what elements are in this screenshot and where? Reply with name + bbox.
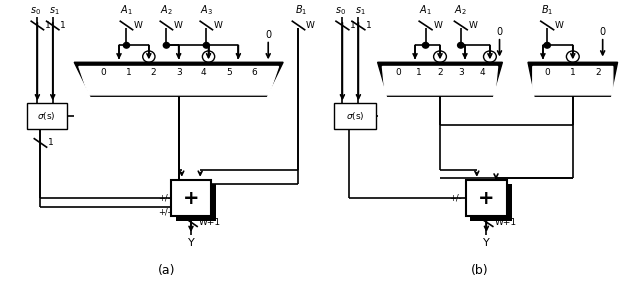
Text: $A_3$: $A_3$	[200, 3, 213, 17]
Polygon shape	[378, 62, 502, 96]
Text: 0: 0	[395, 68, 401, 77]
Text: $s_0$: $s_0$	[30, 5, 42, 17]
Text: W: W	[134, 21, 143, 30]
Text: +/-: +/-	[158, 194, 171, 203]
Text: W: W	[214, 21, 223, 30]
Bar	[470, 184, 512, 221]
Circle shape	[458, 42, 464, 48]
Text: $A_2$: $A_2$	[454, 3, 467, 17]
Text: 6: 6	[251, 68, 257, 77]
Text: 3: 3	[176, 68, 182, 77]
Text: 3: 3	[458, 68, 464, 77]
Text: W: W	[556, 21, 564, 30]
Text: +/-: +/-	[450, 194, 462, 203]
Text: 0: 0	[100, 68, 106, 77]
Text: $A_1$: $A_1$	[419, 3, 432, 17]
Polygon shape	[383, 67, 498, 95]
Text: W: W	[434, 21, 442, 30]
Text: +: +	[478, 188, 495, 208]
Text: W+1: W+1	[494, 218, 516, 227]
Text: 1: 1	[60, 21, 66, 30]
Text: $\sigma$(s): $\sigma$(s)	[37, 110, 56, 122]
Text: 1: 1	[570, 68, 575, 77]
Text: 1: 1	[351, 21, 356, 30]
Text: W: W	[174, 21, 183, 30]
Text: $B_1$: $B_1$	[296, 3, 308, 17]
Text: (b): (b)	[471, 264, 489, 277]
Circle shape	[163, 42, 170, 48]
Text: W+1: W+1	[198, 218, 221, 227]
Text: +: +	[183, 188, 199, 208]
Text: $s_0$: $s_0$	[335, 5, 346, 17]
Text: 1: 1	[416, 68, 422, 77]
Circle shape	[422, 42, 429, 48]
Circle shape	[204, 42, 209, 48]
Text: 0: 0	[265, 30, 271, 40]
Text: $s_1$: $s_1$	[49, 5, 60, 17]
Text: 1: 1	[48, 138, 54, 147]
Text: $A_2$: $A_2$	[160, 3, 173, 17]
Bar	[175, 184, 216, 221]
Bar	[334, 103, 376, 129]
Text: 2: 2	[437, 68, 443, 77]
Text: $\sigma$(s): $\sigma$(s)	[346, 110, 365, 122]
Text: 4: 4	[479, 68, 484, 77]
Polygon shape	[79, 67, 278, 95]
Text: 1: 1	[366, 21, 372, 30]
Text: 1: 1	[45, 21, 51, 30]
Text: +/-: +/-	[158, 208, 171, 217]
Text: $s_1$: $s_1$	[355, 5, 365, 17]
Text: 0: 0	[497, 27, 502, 37]
Text: 0: 0	[545, 68, 550, 77]
Polygon shape	[74, 62, 283, 96]
Polygon shape	[528, 62, 618, 96]
Text: (a): (a)	[157, 264, 175, 277]
Circle shape	[124, 42, 129, 48]
Polygon shape	[532, 67, 613, 95]
Text: 1: 1	[125, 68, 131, 77]
Text: W: W	[306, 21, 315, 30]
Bar	[171, 180, 211, 216]
Text: $A_1$: $A_1$	[120, 3, 133, 17]
Text: W: W	[468, 21, 477, 30]
Text: 5: 5	[226, 68, 232, 77]
Text: $B_1$: $B_1$	[541, 3, 554, 17]
Text: Y: Y	[188, 238, 195, 248]
Text: Y: Y	[483, 238, 490, 248]
Bar	[466, 180, 508, 216]
Text: 2: 2	[151, 68, 156, 77]
Text: 2: 2	[595, 68, 601, 77]
Bar	[27, 103, 67, 129]
Text: 0: 0	[600, 27, 605, 37]
Text: 4: 4	[201, 68, 207, 77]
Circle shape	[544, 42, 550, 48]
